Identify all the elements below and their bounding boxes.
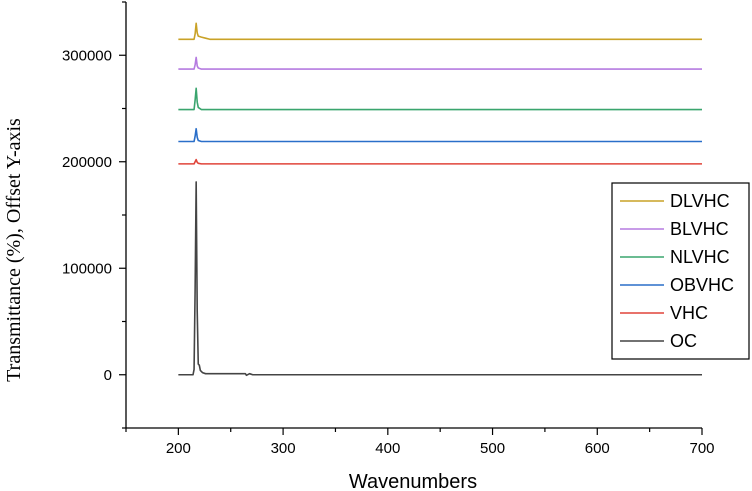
series-line-nlvhc xyxy=(178,87,702,111)
legend-box xyxy=(611,182,750,360)
series-line-vhc xyxy=(178,158,702,165)
legend-label: OBVHC xyxy=(670,275,734,295)
x-tick-label: 500 xyxy=(480,440,505,457)
legend-label: OC xyxy=(670,331,697,351)
plot-area xyxy=(178,22,702,377)
series-line-oc xyxy=(178,181,702,377)
x-tick-label: 700 xyxy=(689,440,714,457)
x-tick-label: 400 xyxy=(375,440,400,457)
x-axis-label: Wavenumbers xyxy=(349,471,477,491)
x-tick-label: 200 xyxy=(166,440,191,457)
y-tick-label: 300000 xyxy=(62,47,112,64)
series-line-blvhc xyxy=(178,56,702,70)
series-line-dlvhc xyxy=(178,22,702,41)
y-tick-label: 100000 xyxy=(62,260,112,277)
legend-label: VHC xyxy=(670,303,708,323)
axes: 200 300 400 500 600 700 0 100000 200000 300000 xyxy=(62,1,715,457)
legend: DLVHC BLVHC NLVHC OBVHC VHC OC xyxy=(611,182,750,360)
x-tick-label: 300 xyxy=(271,440,296,457)
legend-label: BLVHC xyxy=(670,219,729,239)
y-tick-label: 200000 xyxy=(62,154,112,171)
x-tick-label: 600 xyxy=(585,440,610,457)
series-line-obvhc xyxy=(178,127,702,143)
legend-label: NLVHC xyxy=(670,247,730,267)
legend-label: DLVHC xyxy=(670,191,730,211)
y-tick-label: 0 xyxy=(104,367,112,384)
y-axis-label: Transmittance (%), Offset Y-axis xyxy=(3,118,25,382)
